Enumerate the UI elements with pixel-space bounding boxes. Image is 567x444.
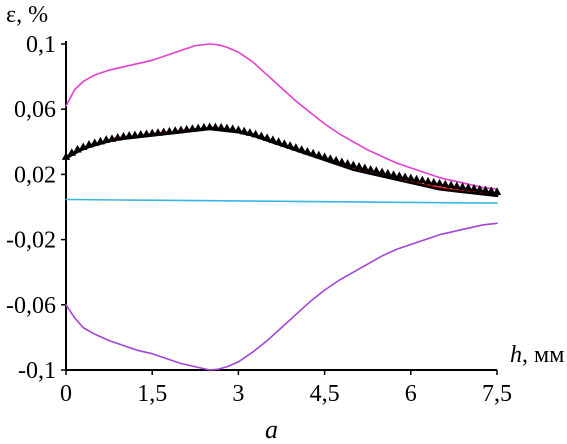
triangle-marker (285, 141, 295, 149)
triangle-marker (228, 124, 237, 132)
triangle-marker (337, 157, 347, 166)
triangle-marker (239, 126, 249, 135)
triangle-marker (435, 178, 444, 187)
triangle-marker (314, 150, 324, 159)
y-tick-label: -0,02 (6, 228, 56, 254)
triangle-marker (389, 170, 398, 178)
triangle-marker (349, 160, 358, 169)
triangle-marker (159, 127, 168, 136)
x-tick-label: 0 (60, 381, 72, 407)
triangle-marker (245, 128, 255, 136)
triangle-marker (61, 152, 71, 160)
triangle-marker (251, 129, 260, 138)
y-tick-label: 0,06 (14, 97, 56, 123)
triangle-marker (308, 148, 318, 157)
triangle-marker (475, 184, 484, 193)
triangle-marker (400, 172, 410, 181)
triangle-marker (343, 159, 352, 167)
x-tick-label: 4,5 (310, 381, 340, 407)
y-tick-label: 0,1 (26, 32, 56, 58)
triangle-marker (165, 126, 174, 135)
figure-caption: a (265, 415, 278, 444)
triangle-marker (303, 147, 312, 155)
series-line-2 (65, 198, 498, 204)
series-layer (61, 43, 502, 371)
series-line-1 (65, 222, 498, 371)
series-line-0 (65, 43, 498, 190)
triangle-marker (412, 174, 421, 183)
y-tick-label: -0,1 (18, 358, 56, 384)
y-tick-label: 0,02 (14, 162, 56, 188)
triangle-marker (366, 164, 375, 173)
triangle-marker (274, 137, 283, 145)
triangle-marker (452, 181, 461, 190)
triangle-marker (234, 125, 243, 133)
triangle-marker (170, 126, 180, 134)
triangle-marker (130, 130, 140, 139)
triangle-marker (469, 184, 479, 192)
triangle-marker (429, 177, 438, 186)
triangle-marker (406, 173, 415, 182)
triangle-marker (331, 155, 341, 164)
triangle-marker (205, 122, 214, 131)
x-tick-label: 1,5 (137, 381, 167, 407)
y-axis-title: ε, % (6, 2, 48, 28)
triangle-marker (441, 179, 450, 188)
triangle-marker (79, 142, 88, 151)
triangle-marker (176, 125, 186, 134)
triangle-marker (360, 163, 370, 172)
x-axis-unit: , мм (522, 342, 564, 368)
triangle-marker (148, 128, 157, 137)
x-tick-label: 6 (405, 381, 417, 407)
triangle-marker (125, 131, 134, 139)
triangle-marker (395, 171, 404, 179)
triangle-marker (222, 123, 232, 132)
triangle-marker (446, 180, 456, 189)
triangle-marker (487, 186, 496, 195)
triangle-marker (67, 148, 76, 156)
triangle-marker (153, 128, 163, 136)
triangle-marker (142, 129, 151, 138)
triangle-marker (326, 154, 335, 162)
triangle-marker (423, 176, 433, 185)
triangle-marker (262, 133, 272, 141)
triangle-marker (377, 167, 387, 176)
triangle-marker (320, 152, 329, 160)
triangle-marker (102, 135, 111, 143)
triangle-marker (383, 168, 393, 177)
triangle-marker (188, 124, 197, 132)
triangle-marker (182, 124, 191, 133)
ticks-layer: 0,1 0,06 0,02 -0,02 -0,06 -0,10 1,5 3 4,5 6 7,5 (6, 32, 512, 407)
triangle-marker (492, 187, 502, 195)
triangle-marker (211, 122, 220, 131)
triangle-marker (458, 182, 467, 190)
y-tick-label: -0,06 (6, 293, 56, 319)
triangle-marker (464, 183, 473, 191)
triangle-marker (291, 143, 301, 151)
triangle-marker (119, 131, 128, 140)
triangle-marker (280, 139, 289, 147)
triangle-marker (372, 166, 381, 174)
triangle-marker (193, 123, 203, 132)
triangle-marker (297, 145, 306, 153)
x-tick-label: 3 (232, 381, 244, 407)
triangle-marker (268, 135, 278, 143)
x-axis-title: h, мм (510, 342, 564, 368)
axes-layer (65, 41, 497, 371)
triangle-marker (354, 162, 364, 170)
triangle-marker (73, 144, 82, 153)
series-markers-5 (61, 122, 502, 195)
triangle-marker (216, 122, 226, 131)
triangle-marker (257, 131, 266, 140)
triangle-marker (199, 122, 209, 131)
triangle-marker (136, 129, 145, 138)
triangle-marker (481, 185, 490, 194)
x-axis-variable: h (510, 342, 522, 368)
x-tick-label: 7,5 (482, 381, 512, 407)
triangle-marker (418, 175, 427, 184)
